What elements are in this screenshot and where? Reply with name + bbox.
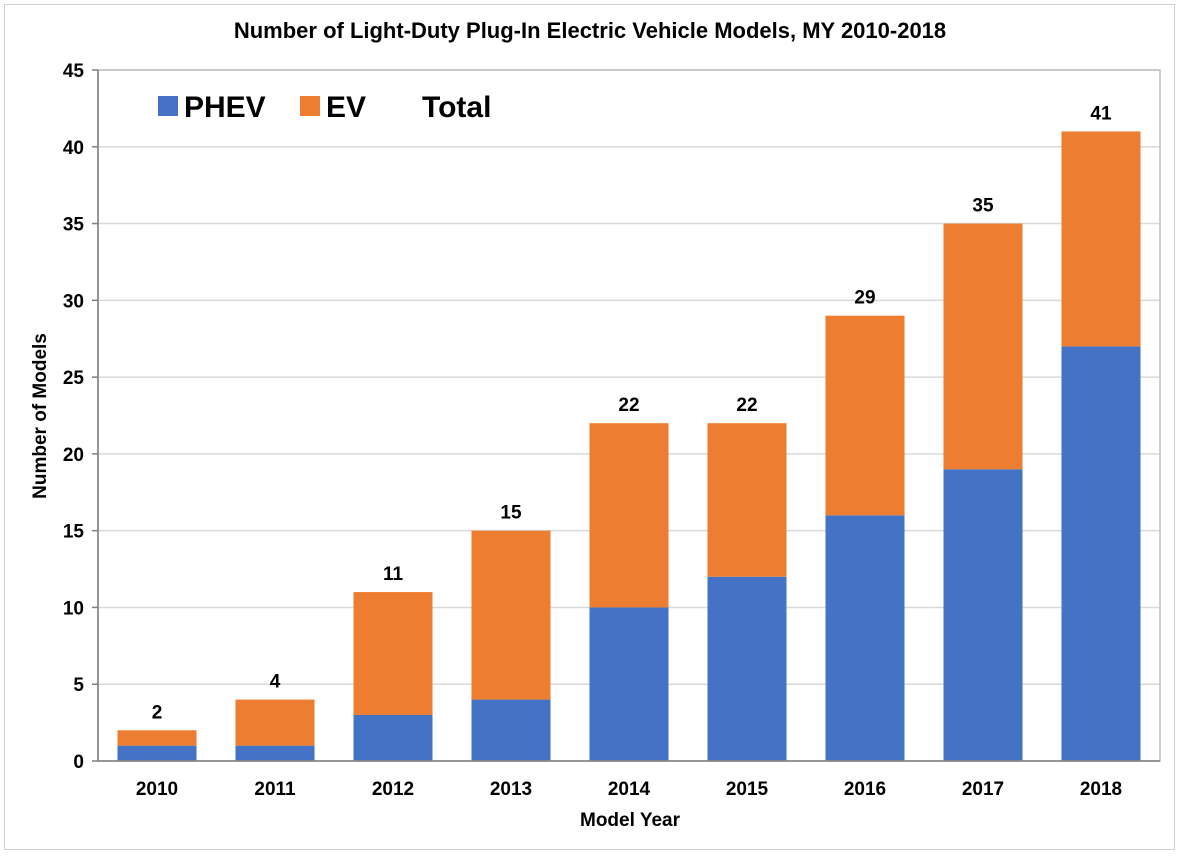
y-tick-label: 45 [63,61,85,82]
bar-ev-2017 [943,223,1023,470]
bar-phev-2014 [589,607,669,761]
y-tick-label: 30 [63,291,84,312]
total-label-2014: 22 [618,395,639,416]
x-tick-label: 2010 [136,779,178,800]
legend-swatch-phev [158,96,178,116]
legend-label-ev: EV [326,91,366,124]
bar-phev-2015 [707,576,787,761]
y-axis-title: Number of Models [30,333,51,499]
x-tick-label: 2013 [490,779,532,800]
y-tick-label: 0 [73,752,84,773]
y-tick-label: 25 [63,368,85,389]
total-label-2011: 4 [270,672,281,693]
x-axis-title: Model Year [580,810,681,831]
bar-ev-2015 [707,423,787,577]
chart-frame [4,4,1175,850]
legend-label-total: Total [422,91,491,124]
y-tick-labels: 0 5 10 15 20 25 30 35 40 45 [63,61,85,773]
bar-phev-2011 [235,745,315,761]
bar-ev-2016 [825,315,905,516]
y-tick-label: 5 [73,675,84,696]
legend-swatch-ev [300,96,320,116]
x-tick-label: 2015 [726,779,769,800]
y-tick-label: 40 [63,138,84,159]
bar-phev-2016 [825,515,905,761]
bar-ev-2011 [235,699,315,746]
total-label-2016: 29 [854,288,875,309]
total-label-2017: 35 [972,196,994,217]
x-tick-label: 2014 [608,779,651,800]
total-label-2010: 2 [152,702,163,723]
x-tick-label: 2018 [1080,779,1122,800]
x-tick-label: 2011 [254,779,296,800]
legend-label-phev: PHEV [184,91,266,124]
total-label-2018: 41 [1090,103,1112,124]
total-labels: 2 4 11 15 22 22 29 35 41 [152,103,1112,723]
total-label-2013: 15 [500,503,522,524]
bar-phev-2010 [117,745,197,761]
bar-ev-2014 [589,423,669,608]
x-tick-labels: 2010 2011 2012 2013 2014 2015 2016 2017 2018 [136,779,1122,800]
total-label-2015: 22 [736,395,757,416]
bars [117,131,1141,761]
x-tick-label: 2017 [962,779,1004,800]
y-tick-label: 15 [63,522,85,543]
axes [92,69,1161,762]
legend: PHEV EV Total [158,91,491,124]
bar-phev-2013 [471,699,551,761]
chart-title: Number of Light-Duty Plug-In Electric Ve… [234,18,946,43]
total-label-2012: 11 [383,564,404,585]
bar-phev-2012 [353,714,433,761]
y-tick-label: 35 [63,215,85,236]
bar-phev-2018 [1061,346,1141,761]
bar-ev-2018 [1061,131,1141,347]
bar-ev-2013 [471,530,551,700]
bar-ev-2012 [353,592,433,715]
y-tick-label: 10 [63,598,84,619]
bar-ev-2010 [117,730,197,746]
x-tick-label: 2016 [844,779,886,800]
y-tick-label: 20 [63,445,84,466]
x-tick-label: 2012 [372,779,414,800]
bar-phev-2017 [943,469,1023,761]
